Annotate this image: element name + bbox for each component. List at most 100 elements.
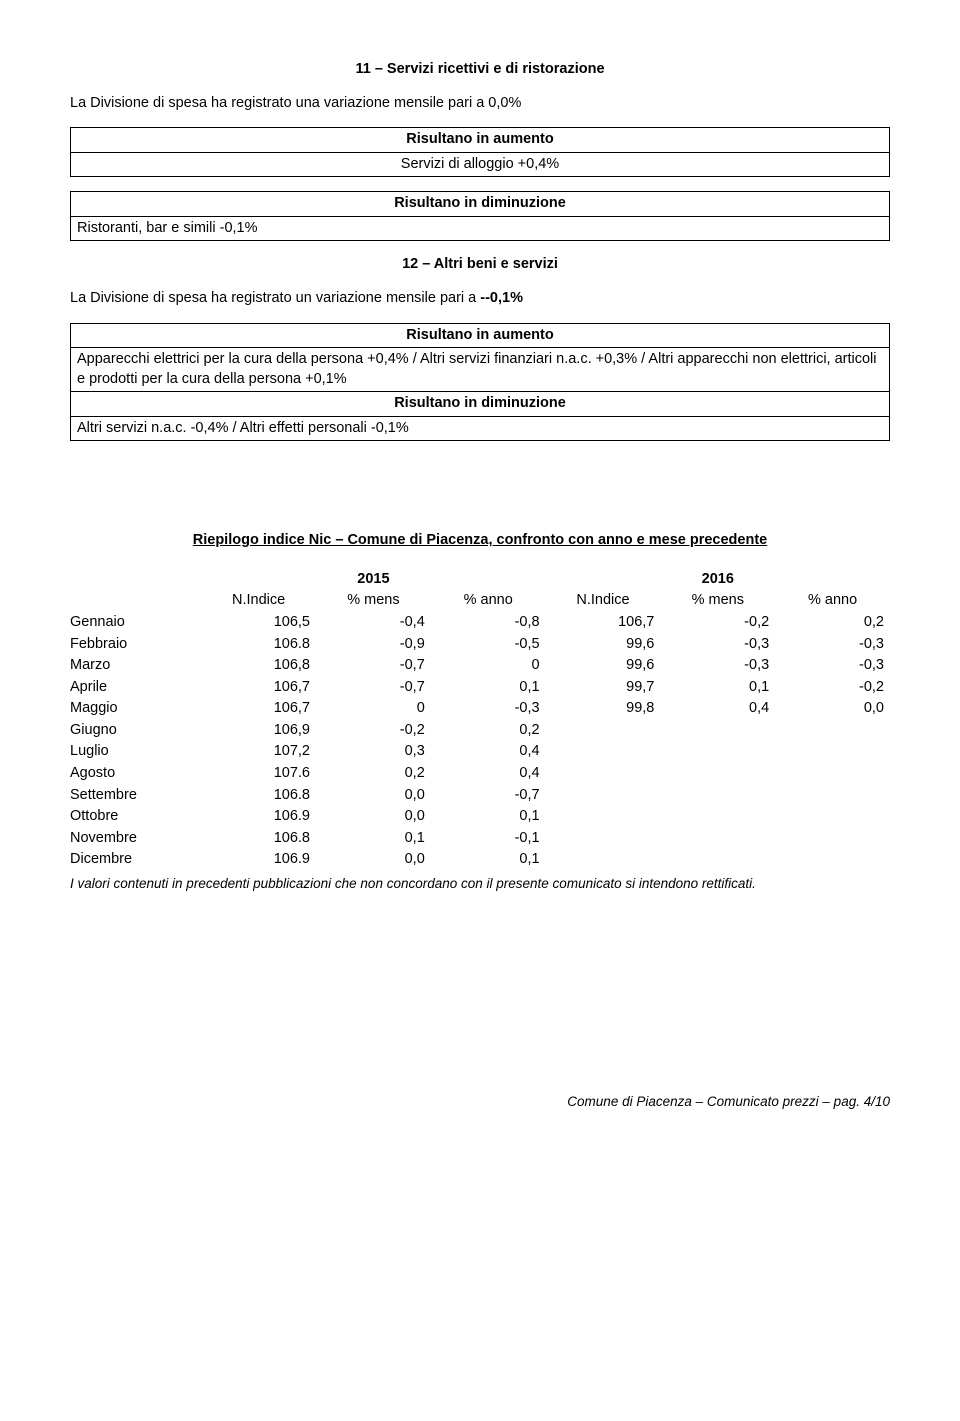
diminuzione-header: Risultano in diminuzione: [71, 192, 890, 217]
table-row: Gennaio106,5-0,4-0,8106,7-0,20,2: [70, 612, 890, 634]
table-cell: [546, 741, 661, 763]
table-cell: -0,1: [431, 828, 546, 850]
table-cell: Luglio: [70, 741, 201, 763]
table-cell: [660, 763, 775, 785]
table-cell: -0,3: [660, 634, 775, 656]
table-cell: Giugno: [70, 720, 201, 742]
table-row: Ottobre106.90,00,1: [70, 806, 890, 828]
table-cell: Dicembre: [70, 849, 201, 871]
table-cell: 99,6: [546, 655, 661, 677]
col-mens-2: % mens: [660, 590, 775, 612]
table-cell: Febbraio: [70, 634, 201, 656]
table-cell: 99,6: [546, 634, 661, 656]
table-cell: -0,3: [431, 698, 546, 720]
table-cell: [775, 806, 890, 828]
table-cell: 107,2: [201, 741, 316, 763]
table-row: Maggio106,70-0,399,80,40,0: [70, 698, 890, 720]
table-cell: 0,2: [775, 612, 890, 634]
table-cell: [660, 720, 775, 742]
blank-header-2: [70, 590, 201, 612]
section11-intro: La Divisione di spesa ha registrato una …: [70, 94, 890, 114]
table-cell: [660, 806, 775, 828]
table-cell: Novembre: [70, 828, 201, 850]
table-cell: 0,1: [431, 806, 546, 828]
table-cell: -0,3: [775, 655, 890, 677]
table-cell: 106,9: [201, 720, 316, 742]
table-cell: 106.9: [201, 806, 316, 828]
table-cell: [775, 849, 890, 871]
table-cell: 0,0: [316, 785, 431, 807]
table-cell: [546, 828, 661, 850]
table-cell: -0,8: [431, 612, 546, 634]
col-nindice-2: N.Indice: [546, 590, 661, 612]
table-cell: 106.8: [201, 828, 316, 850]
table-cell: 107.6: [201, 763, 316, 785]
aumento-header: Risultano in aumento: [71, 128, 890, 153]
table-cell: [660, 741, 775, 763]
table-cell: 106,5: [201, 612, 316, 634]
table-cell: 99,7: [546, 677, 661, 699]
section11-aumento-box: Risultano in aumento Servizi di alloggio…: [70, 127, 890, 177]
table-row: Marzo106,8-0,7099,6-0,3-0,3: [70, 655, 890, 677]
table-cell: [775, 785, 890, 807]
year-2016: 2016: [546, 569, 890, 591]
table-cell: -0,3: [775, 634, 890, 656]
section12-title: 12 – Altri beni e servizi: [70, 255, 890, 275]
table-cell: 106,7: [201, 698, 316, 720]
diminuzione-content: Ristoranti, bar e simili -0,1%: [71, 216, 890, 241]
table-row: Settembre106.80,0-0,7: [70, 785, 890, 807]
col-nindice-1: N.Indice: [201, 590, 316, 612]
table-cell: -0,9: [316, 634, 431, 656]
col-anno-2: % anno: [775, 590, 890, 612]
table-cell: 106.9: [201, 849, 316, 871]
table-cell: 0,2: [316, 763, 431, 785]
diminuzione-header-12: Risultano in diminuzione: [71, 392, 890, 417]
table-cell: -0,2: [775, 677, 890, 699]
aumento-content: Servizi di alloggio +0,4%: [71, 152, 890, 177]
table-cell: Aprile: [70, 677, 201, 699]
table-cell: [775, 741, 890, 763]
riepilogo-table: 2015 2016 N.Indice % mens % anno N.Indic…: [70, 569, 890, 871]
table-cell: 0: [431, 655, 546, 677]
section12-intro-prefix: La Divisione di spesa ha registrato un v…: [70, 290, 476, 306]
section11-diminuzione-box: Risultano in diminuzione Ristoranti, bar…: [70, 191, 890, 241]
year-2015: 2015: [201, 569, 545, 591]
table-cell: [546, 806, 661, 828]
table-cell: 0,4: [660, 698, 775, 720]
table-cell: 0,0: [316, 849, 431, 871]
table-row: Novembre106.80,1-0,1: [70, 828, 890, 850]
section12-intro-value: --0,1%: [480, 290, 523, 306]
table-cell: -0,5: [431, 634, 546, 656]
section11-title: 11 – Servizi ricettivi e di ristorazione: [70, 60, 890, 80]
table-cell: 0,2: [431, 720, 546, 742]
table-cell: [546, 785, 661, 807]
col-anno-1: % anno: [431, 590, 546, 612]
table-row: Febbraio106.8-0,9-0,599,6-0,3-0,3: [70, 634, 890, 656]
table-cell: 0,4: [431, 763, 546, 785]
blank-header: [70, 569, 201, 591]
table-cell: 106,7: [201, 677, 316, 699]
section12-combined-box: Risultano in aumento Apparecchi elettric…: [70, 323, 890, 442]
table-cell: 0,1: [431, 849, 546, 871]
table-cell: -0,4: [316, 612, 431, 634]
table-cell: 0,0: [775, 698, 890, 720]
table-cell: [775, 763, 890, 785]
table-row: Dicembre106.90,00,1: [70, 849, 890, 871]
table-row: Agosto107.60,20,4: [70, 763, 890, 785]
table-cell: Ottobre: [70, 806, 201, 828]
table-cell: -0,7: [316, 655, 431, 677]
diminuzione-content-12: Altri servizi n.a.c. -0,4% / Altri effet…: [71, 416, 890, 441]
aumento-content-12: Apparecchi elettrici per la cura della p…: [71, 348, 890, 392]
table-cell: 0: [316, 698, 431, 720]
section12-intro: La Divisione di spesa ha registrato un v…: [70, 289, 890, 309]
riepilogo-footnote: I valori contenuti in precedenti pubblic…: [70, 875, 890, 893]
table-cell: [660, 849, 775, 871]
table-cell: Marzo: [70, 655, 201, 677]
table-cell: [546, 720, 661, 742]
table-cell: [660, 828, 775, 850]
table-cell: -0,7: [316, 677, 431, 699]
page-footer: Comune di Piacenza – Comunicato prezzi –…: [70, 1093, 890, 1111]
table-cell: Gennaio: [70, 612, 201, 634]
table-cell: [775, 828, 890, 850]
table-cell: -0,2: [660, 612, 775, 634]
